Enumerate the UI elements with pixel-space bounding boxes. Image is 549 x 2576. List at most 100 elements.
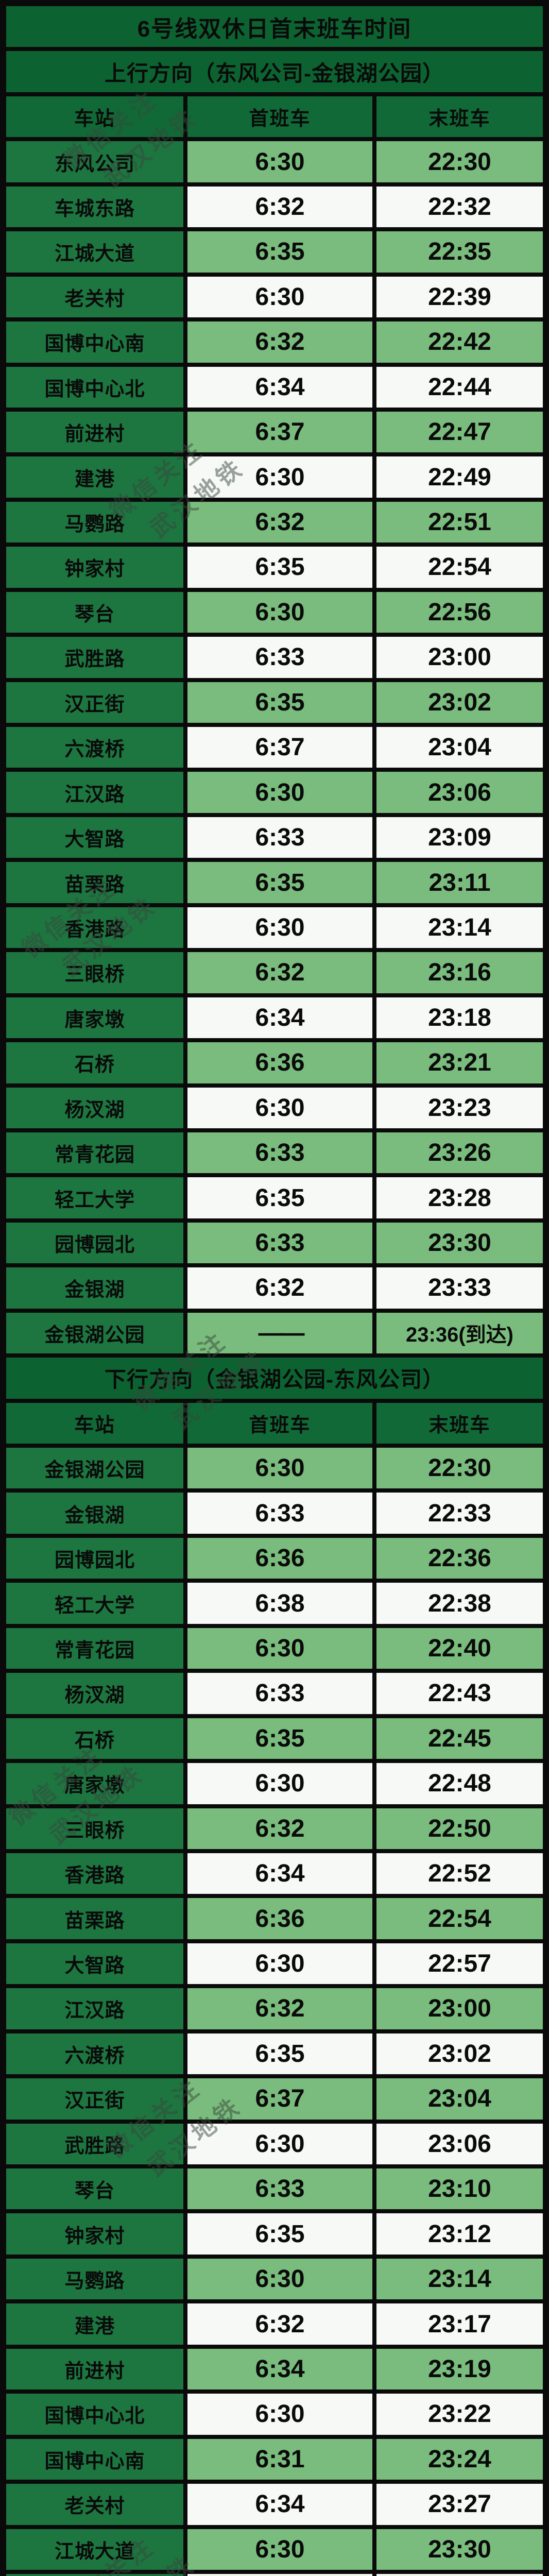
station-cell: 唐家墩 — [4, 1761, 185, 1806]
last-train-cell: 23:06 — [374, 2121, 545, 2166]
table-row: 武胜路 6:30 23:06 — [4, 2121, 545, 2166]
table-row: 六渡桥 6:35 23:02 — [4, 2031, 545, 2077]
table-row: 建港 6:32 23:17 — [4, 2301, 545, 2347]
first-train-cell: 6:30 — [185, 770, 374, 815]
station-cell: 园博园北 — [4, 1220, 185, 1266]
table-row: 马鹦路 6:32 22:51 — [4, 499, 545, 545]
station-cell: 车城东路 — [4, 184, 185, 230]
station-cell: 六渡桥 — [4, 725, 185, 770]
last-train-cell: 23:27 — [374, 2482, 545, 2527]
first-train-cell: 6:35 — [185, 229, 374, 275]
station-cell: 六渡桥 — [4, 2031, 185, 2077]
station-cell: 老关村 — [4, 2482, 185, 2527]
table-row: 建港 6:30 22:49 — [4, 454, 545, 500]
table-row: 苗栗路 6:36 22:54 — [4, 1896, 545, 1941]
first-train-cell: 6:33 — [185, 1490, 374, 1536]
station-cell: 建港 — [4, 2301, 185, 2347]
table-row: 东风公司 6:30 22:30 — [4, 139, 545, 184]
first-train-cell: 6:35 — [185, 545, 374, 590]
timetable-rows-up: 东风公司 6:30 22:30 车城东路 6:32 22:32 江城大道 6:35 22:35 老… — [4, 139, 545, 1356]
station-cell: 前进村 — [4, 2346, 185, 2392]
first-train-cell: 6:30 — [185, 905, 374, 951]
station-cell: 轻工大学 — [4, 1581, 185, 1626]
first-train-cell: 6:34 — [185, 2482, 374, 2527]
station-cell: 石桥 — [4, 1040, 185, 1086]
first-train-cell: 6:37 — [185, 2076, 374, 2122]
first-train-cell: 6:32 — [185, 950, 374, 995]
first-train-cell: 6:37 — [185, 725, 374, 770]
first-train-cell: 6:36 — [185, 1535, 374, 1581]
direction-row-up: 上行方向（东风公司-金银湖公园） — [4, 49, 545, 94]
first-train-cell: 6:30 — [185, 2392, 374, 2437]
last-train-cell: 23:36(到达) — [374, 1310, 545, 1356]
first-train-cell: 6:33 — [185, 1671, 374, 1716]
station-cell: 江汉路 — [4, 770, 185, 815]
station-cell: 东风公司 — [4, 139, 185, 184]
first-train-cell: 6:36 — [185, 1896, 374, 1941]
column-header-last-train: 末班车 — [374, 1400, 545, 1446]
table-row: 国博中心北 6:30 23:22 — [4, 2392, 545, 2437]
last-train-cell: 22:56 — [374, 589, 545, 635]
column-header-first-train: 首班车 — [185, 94, 374, 140]
table-row: 钟家村 6:35 23:12 — [4, 2211, 545, 2257]
table-row: 江汉路 6:32 23:00 — [4, 1986, 545, 2031]
last-train-cell: 22:52 — [374, 1851, 545, 1896]
first-train-cell: 6:32 — [185, 1986, 374, 2031]
last-train-cell: 22:33 — [374, 1490, 545, 1536]
table-row: 香港路 6:30 23:14 — [4, 905, 545, 951]
last-train-cell: 23:09 — [374, 815, 545, 860]
first-train-cell: 6:31 — [185, 2436, 374, 2482]
station-cell: 江城大道 — [4, 2527, 185, 2572]
station-cell: 轻工大学 — [4, 1175, 185, 1221]
table-row: 汉正街 6:35 23:02 — [4, 680, 545, 725]
first-train-cell: 6:35 — [185, 2211, 374, 2257]
first-train-cell: 6:33 — [185, 1130, 374, 1176]
table-row: 金银湖 6:33 22:33 — [4, 1490, 545, 1536]
station-cell: 老关村 — [4, 274, 185, 320]
table-row: 国博中心南 6:32 22:42 — [4, 319, 545, 365]
station-cell: 园博园北 — [4, 1535, 185, 1581]
last-train-cell: 22:38 — [374, 1581, 545, 1626]
last-train-cell: 22:50 — [374, 1806, 545, 1851]
station-cell: 三眼桥 — [4, 1806, 185, 1851]
station-cell: 三眼桥 — [4, 950, 185, 995]
last-train-cell: 23:04 — [374, 725, 545, 770]
last-train-cell: 23:22 — [374, 2392, 545, 2437]
first-train-cell: 6:38 — [185, 1581, 374, 1626]
last-train-cell: 23:34 — [374, 2571, 545, 2576]
first-train-cell: 6:30 — [185, 2527, 374, 2572]
table-row: 金银湖公园 6:30 22:30 — [4, 1446, 545, 1491]
table-row: 轻工大学 6:38 22:38 — [4, 1581, 545, 1626]
station-cell: 武胜路 — [4, 635, 185, 680]
station-cell: 杨汊湖 — [4, 1085, 185, 1130]
first-train-cell: 6:35 — [185, 1175, 374, 1221]
table-row: 金银湖 6:32 23:33 — [4, 1265, 545, 1311]
table-row: 石桥 6:35 22:45 — [4, 1716, 545, 1761]
last-train-cell: 22:44 — [374, 364, 545, 410]
first-train-cell: 6:30 — [185, 589, 374, 635]
table-row: 三眼桥 6:32 22:50 — [4, 1806, 545, 1851]
title-row: 6号线双休日首末班车时间 — [4, 4, 545, 49]
last-train-cell: 22:35 — [374, 229, 545, 275]
station-cell: 大智路 — [4, 1941, 185, 1987]
last-train-cell: 23:02 — [374, 2031, 545, 2077]
table-row: 唐家墩 6:34 23:18 — [4, 995, 545, 1041]
first-train-cell: —— — [185, 1310, 374, 1356]
table-row: 琴台 6:30 22:56 — [4, 589, 545, 635]
table-row: 园博园北 6:33 23:30 — [4, 1220, 545, 1266]
table-row: 大智路 6:30 22:57 — [4, 1941, 545, 1987]
table-row: 石桥 6:36 23:21 — [4, 1040, 545, 1086]
station-cell: 苗栗路 — [4, 860, 185, 905]
first-train-cell: 6:35 — [185, 2031, 374, 2077]
column-header-station: 车站 — [4, 1400, 185, 1446]
station-cell: 常青花园 — [4, 1625, 185, 1671]
station-cell: 香港路 — [4, 1851, 185, 1896]
first-train-cell: 6:34 — [185, 364, 374, 410]
table-row: 苗栗路 6:35 23:11 — [4, 860, 545, 905]
first-train-cell: 6:35 — [185, 680, 374, 725]
first-train-cell: 6:35 — [185, 860, 374, 905]
first-train-cell: 6:33 — [185, 2571, 374, 2576]
table-row: 六渡桥 6:37 23:04 — [4, 725, 545, 770]
table-row: 香港路 6:34 22:52 — [4, 1851, 545, 1896]
last-train-cell: 22:54 — [374, 1896, 545, 1941]
